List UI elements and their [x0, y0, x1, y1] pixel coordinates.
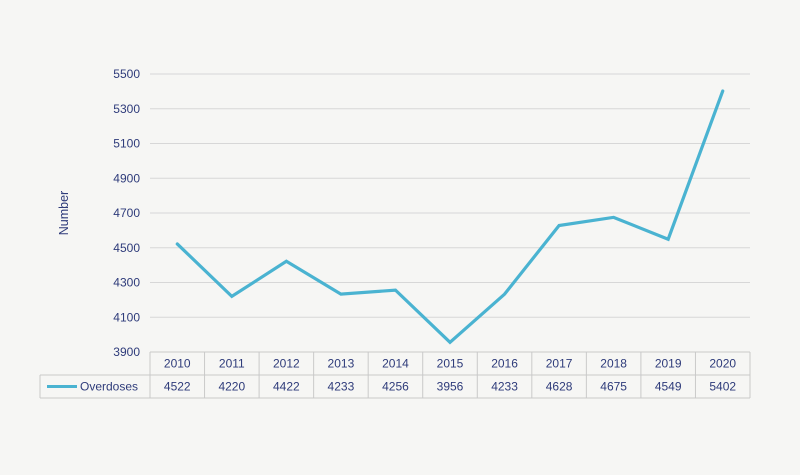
x-tick-2010: 2010 — [164, 357, 191, 371]
x-tick-2012: 2012 — [273, 357, 300, 371]
y-tick-5300: 5300 — [113, 102, 140, 116]
data-cell-2017: 4628 — [546, 380, 573, 394]
x-tick-2013: 2013 — [328, 357, 355, 371]
data-cell-2011: 4220 — [218, 380, 245, 394]
y-tick-4300: 4300 — [113, 276, 140, 290]
data-cell-2020: 5402 — [709, 380, 736, 394]
data-cell-2015: 3956 — [437, 380, 464, 394]
x-tick-2014: 2014 — [382, 357, 409, 371]
x-tick-2020: 2020 — [709, 357, 736, 371]
data-cell-2010: 4522 — [164, 380, 191, 394]
y-tick-labels: 3900 4100 4300 4500 4700 4900 5100 5300 5500 — [113, 67, 140, 359]
data-cell-2019: 4549 — [655, 380, 682, 394]
x-tick-2019: 2019 — [655, 357, 682, 371]
y-tick-4900: 4900 — [113, 171, 140, 185]
series-line-overdoses — [175, 89, 725, 345]
x-tick-2016: 2016 — [491, 357, 518, 371]
y-tick-4700: 4700 — [113, 206, 140, 220]
data-cell-2013: 4233 — [328, 380, 355, 394]
y-tick-5100: 5100 — [113, 137, 140, 151]
y-tick-3900: 3900 — [113, 345, 140, 359]
data-cell-2012: 4422 — [273, 380, 300, 394]
data-cell-2016: 4233 — [491, 380, 518, 394]
x-tick-2017: 2017 — [546, 357, 573, 371]
y-axis-title: Number — [57, 191, 71, 235]
y-tick-4100: 4100 — [113, 310, 140, 324]
y-tick-5500: 5500 — [113, 67, 140, 81]
legend-label-overdoses: Overdoses — [80, 380, 138, 394]
x-tick-2011: 2011 — [219, 357, 245, 371]
series-overdoses — [175, 89, 725, 345]
x-tick-2018: 2018 — [600, 357, 627, 371]
y-tick-4500: 4500 — [113, 241, 140, 255]
x-tick-2015: 2015 — [437, 357, 464, 371]
grid-lines — [150, 73, 750, 353]
data-cell-2018: 4675 — [600, 380, 627, 394]
data-cell-2014: 4256 — [382, 380, 409, 394]
data-table: 2010 2011 2012 2013 2014 2015 2016 2017 2018 2019… — [39, 351, 751, 399]
